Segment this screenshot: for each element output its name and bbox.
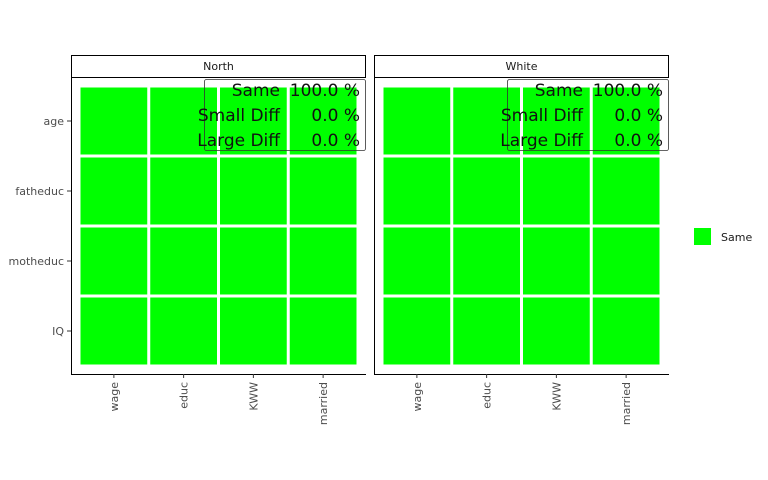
summary-value: 0.0 % [614,106,663,126]
summary-label: Small Diff [198,106,281,126]
x-tick-label: educ [481,382,494,409]
heatmap-cell [383,297,451,365]
summary-value: 100.0 % [290,81,360,101]
x-tick-label: KWW [550,382,563,411]
summary-value: 0.0 % [311,131,360,151]
summary-value: 0.0 % [311,106,360,126]
heatmap-cell [150,297,217,365]
summary-value: 0.0 % [614,131,663,151]
heatmap-cell [150,227,217,295]
heatmap-cell [220,87,287,155]
heatmap-cell [592,157,660,225]
heatmap-cell [220,157,287,225]
summary-box [507,79,669,151]
x-tick-label: KWW [247,382,260,411]
heatmap-cell [453,87,520,155]
legend-label: Same [721,231,752,244]
heatmap-cell [453,227,520,295]
heatmap-cell [592,297,660,365]
summary-value: 100.0 % [593,81,663,101]
y-tick-label: fatheduc [15,185,64,198]
summary-box [204,79,366,151]
heatmap-cell [383,157,451,225]
summary-label: Small Diff [501,106,584,126]
x-tick-label: married [317,382,330,425]
summary-label: Large Diff [197,131,281,151]
y-tick-label: IQ [52,325,64,338]
x-tick-label: wage [108,382,121,412]
heatmap-cell [150,87,217,155]
heatmap-cell [220,297,287,365]
heatmap-cell [523,227,590,295]
heatmap-cell [453,297,520,365]
heatmap-cell [80,87,148,155]
heatmap-cell [289,227,357,295]
summary-label: Large Diff [500,131,584,151]
heatmap-cell [383,227,451,295]
heatmap-cell [80,157,148,225]
summary-label: Same [535,81,583,101]
x-tick-label: educ [178,382,191,409]
heatmap-cell [80,227,148,295]
heatmap-cell [220,227,287,295]
heatmap-cell [523,87,590,155]
summary-label: Same [232,81,280,101]
heatmap-cell [523,157,590,225]
legend-swatch [694,228,711,245]
heatmap-cell [453,157,520,225]
y-tick-label: motheduc [9,255,65,268]
heatmap-cell [289,157,357,225]
heatmap-cell [80,297,148,365]
heatmap-cell [592,87,660,155]
x-tick-label: married [620,382,633,425]
heatmap-cell [289,87,357,155]
facet-label: White [506,60,538,73]
facet-label: North [203,60,234,73]
facet-strip [71,55,366,78]
heatmap-cell [289,297,357,365]
y-tick-label: age [44,115,65,128]
x-tick-label: wage [411,382,424,412]
facet-strip [374,55,669,78]
heatmap-cell [523,297,590,365]
heatmap-cell [150,157,217,225]
heatmap-cell [383,87,451,155]
heatmap-cell [592,227,660,295]
